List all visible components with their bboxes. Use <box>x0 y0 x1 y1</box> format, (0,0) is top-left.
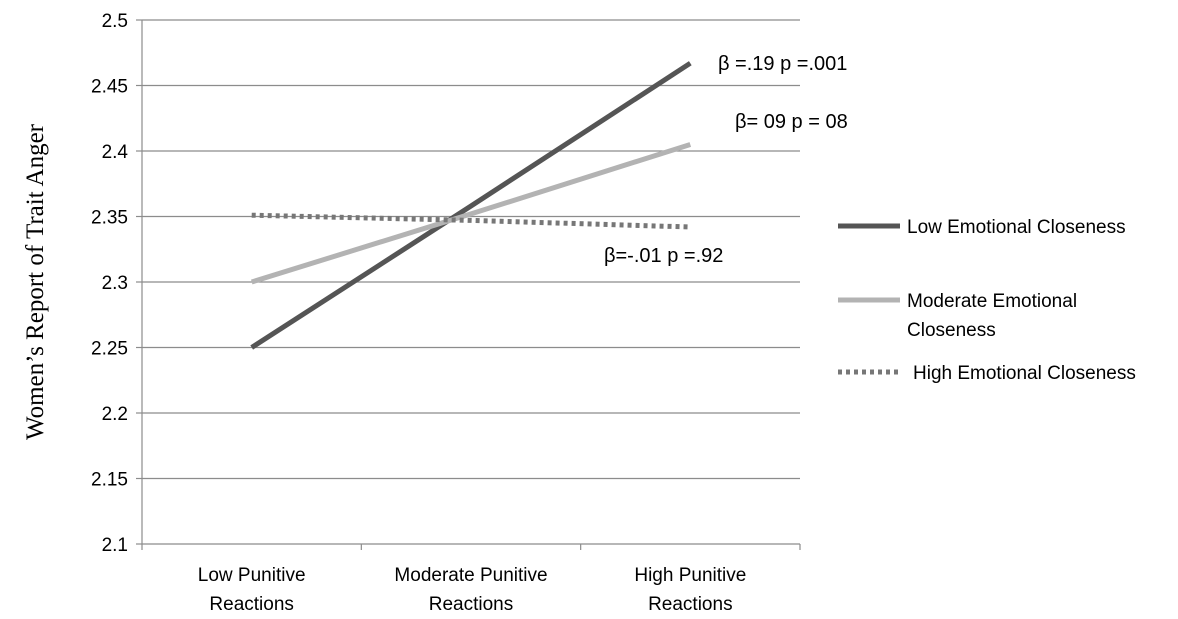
annotations: β =.19 p =.001 β= 09 p = 08 β=-.01 p =.92 <box>604 53 848 267</box>
series-line-low-emotional-closeness <box>250 61 692 350</box>
series-lines <box>250 61 692 350</box>
x-tick-labels: Low Punitive Reactions Moderate Punitive Re… <box>198 565 747 615</box>
annotation-label: β= 09 p = 08 <box>735 111 848 133</box>
legend-label-moderate-emotional-closeness: Moderate Emotional <box>907 291 1077 312</box>
x-tick-label: Moderate Punitive <box>394 565 547 586</box>
y-tick-label: 2.25 <box>91 339 128 360</box>
annotation-label: β =.19 p =.001 <box>718 53 847 75</box>
y-tick-label: 2.3 <box>102 273 128 294</box>
y-tick-label: 2.5 <box>102 11 128 32</box>
y-tick-label: 2.4 <box>102 142 129 163</box>
x-tick-label: Reactions <box>209 594 294 615</box>
series-line-high-emotional-closeness <box>251 212 691 230</box>
legend-label-high-emotional-closeness: High Emotional Closeness <box>913 363 1136 384</box>
y-tick-label: 2.1 <box>102 535 128 556</box>
y-axis-label: Women’s Report of Trait Anger <box>22 123 49 440</box>
series-line-moderate-emotional-closeness <box>250 142 692 285</box>
axes <box>136 19 801 550</box>
x-tick-label: High Punitive <box>634 565 746 586</box>
x-tick-label: Reactions <box>648 594 733 615</box>
y-tick-label: 2.2 <box>102 404 128 425</box>
legend-label-moderate-emotional-closeness: Closeness <box>907 320 996 341</box>
x-tick-label: Reactions <box>429 594 514 615</box>
legend-label-low-emotional-closeness: Low Emotional Closeness <box>907 217 1126 238</box>
y-tick-labels: 2.1 2.15 2.2 2.25 2.3 2.35 2.4 2.45 2.5 <box>91 11 128 556</box>
x-tick-label: Low Punitive <box>198 565 306 586</box>
annotation-label: β=-.01 p =.92 <box>604 245 723 267</box>
y-tick-label: 2.45 <box>91 77 128 98</box>
y-tick-label: 2.15 <box>91 470 128 491</box>
y-tick-label: 2.35 <box>91 208 128 229</box>
legend: Low Emotional Closeness Moderate Emotiona… <box>838 217 1136 384</box>
